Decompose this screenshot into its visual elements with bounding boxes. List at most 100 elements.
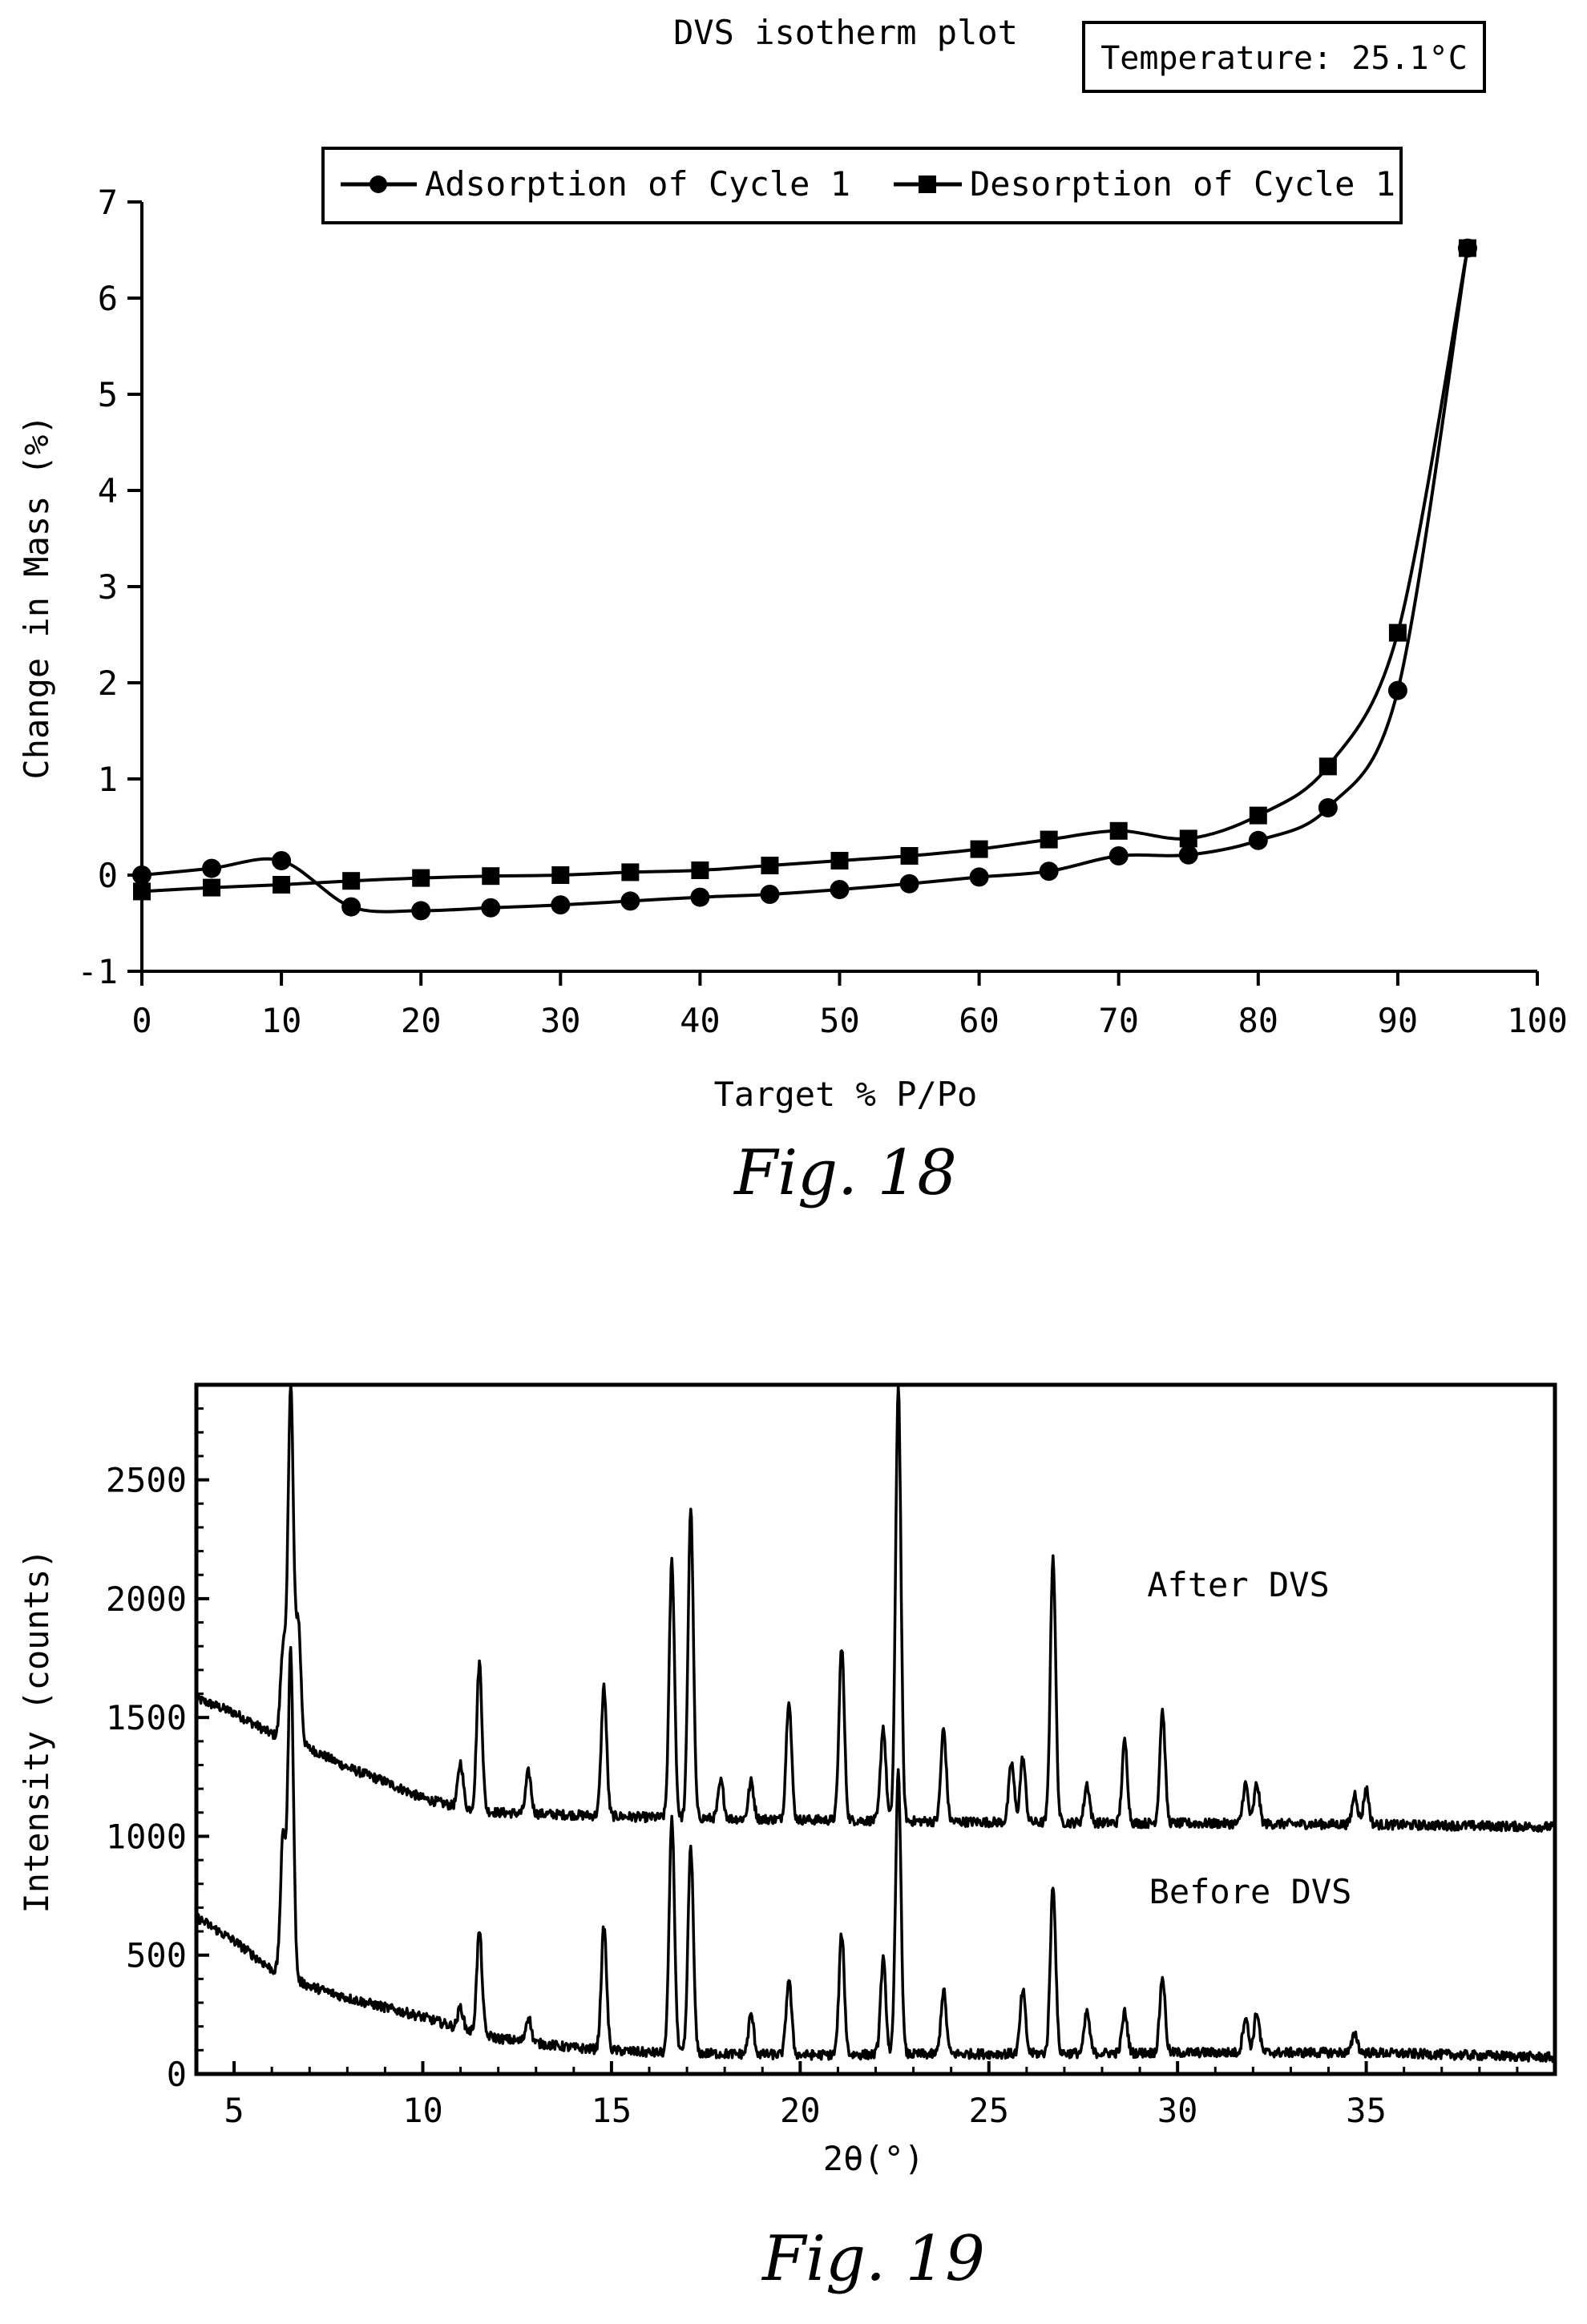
fig19-x-axis-label: 2θ(°): [823, 2139, 924, 2178]
adsorption-point: [620, 891, 640, 911]
fig18-title: DVS isotherm plot: [673, 13, 1018, 52]
fig18-x-tick-label: 90: [1378, 1001, 1419, 1040]
fig18-y-tick-label: 1: [98, 760, 118, 799]
fig18-y-tick-label: 3: [98, 567, 118, 607]
adsorption-point: [481, 898, 501, 918]
adsorption-point: [551, 895, 571, 915]
adsorption-point: [830, 880, 850, 899]
desorption-point: [1179, 829, 1197, 848]
adsorption-point: [1387, 680, 1407, 700]
fig19-x-tick-label: 15: [592, 2091, 632, 2130]
fig19-x-tick-label: 5: [224, 2091, 244, 2130]
temperature-label: Temperature: 25.1°C: [1100, 40, 1468, 77]
fig18-legend: [321, 147, 1403, 224]
adsorption-point: [1108, 846, 1129, 865]
fig19-y-tick-label: 1500: [106, 1698, 187, 1737]
fig19-y-tick-label: 2500: [106, 1461, 187, 1500]
fig19-x-tick-label: 20: [780, 2091, 821, 2130]
legend-adsorption: Adsorption of Cycle 1: [341, 164, 850, 204]
fig19-y-tick-label: 1000: [106, 1817, 187, 1856]
fig18-y-tick-label: 6: [98, 279, 118, 318]
desorption-point: [551, 866, 570, 884]
fig18-chart: DVS isotherm plot Temperature: 25.1°C Ad…: [17, 13, 1568, 1209]
desorption-point: [203, 878, 221, 897]
fig19-x-tick-label: 25: [968, 2091, 1009, 2130]
adsorption-point: [1318, 798, 1338, 817]
fig19-y-tick-label: 2000: [106, 1580, 187, 1619]
desorption-point: [133, 882, 151, 901]
fig18-x-tick-label: 70: [1098, 1001, 1139, 1040]
desorption-point: [970, 840, 988, 858]
adsorption-point: [341, 897, 361, 917]
fig18-x-tick-label: 60: [959, 1001, 999, 1040]
fig19-y-tick-label: 0: [167, 2055, 187, 2094]
fig18-y-axis-label: Change in Mass (%): [17, 414, 56, 779]
fig18-y-tick-label: 7: [98, 183, 118, 222]
legend-circle-marker: [369, 176, 387, 193]
legend-desorption: Desorption of Cycle 1: [894, 164, 1395, 204]
desorption-point: [900, 847, 919, 865]
fig18-y-tick-label: 5: [98, 375, 118, 414]
fig19-x-tick-label: 30: [1157, 2091, 1198, 2130]
fig18-x-tick-label: 30: [540, 1001, 581, 1040]
adsorption-point: [202, 858, 222, 878]
desorption-point: [342, 872, 361, 890]
adsorption-point: [899, 874, 919, 894]
fig19-y-axis-label: Intensity (counts): [17, 1548, 56, 1913]
adsorption-point: [411, 901, 431, 921]
fig19-axes: 5 10 15 20 25 30 35 0 500 1000 1500 2000 2500: [106, 1407, 1519, 2130]
fig19-y-tick-label: 500: [126, 1936, 187, 1975]
adsorption-point: [760, 885, 780, 904]
desorption-point: [482, 867, 500, 886]
fig18-y-tick-label: 4: [98, 471, 118, 510]
desorption-point: [830, 852, 849, 869]
adsorption-point: [1178, 845, 1198, 865]
fig19-plot-area: [195, 1383, 1556, 2064]
fig18-x-tick-label: 10: [261, 1001, 302, 1040]
desorption-point: [1318, 757, 1337, 776]
adsorption-point: [690, 887, 710, 907]
fig19-chart: 5 10 15 20 25 30 35 0 500 1000 1500 2000 2500 After …: [17, 1382, 1557, 2295]
fig18-x-axis-label: Target % P/Po: [714, 1075, 978, 1114]
desorption-point: [1388, 623, 1407, 642]
fig18-y-tick-label: -1: [77, 952, 118, 991]
fig19-x-tick-label: 35: [1346, 2091, 1387, 2130]
fig18-plot-area: [132, 238, 1477, 921]
fig18-axes: 0 10 20 30 40 50 60 70 80 90 100 -1 0 1 2 3 4 5 6 7: [77, 183, 1568, 1040]
desorption-point: [621, 863, 640, 882]
adsorption-line: [141, 248, 1469, 914]
desorption-point: [412, 869, 430, 887]
legend-square-marker: [919, 176, 936, 193]
before-dvs-pattern: [195, 1645, 1555, 2064]
desorption-point: [1458, 239, 1476, 257]
desorption-point: [1109, 821, 1128, 840]
desorption-point: [273, 876, 291, 894]
label-after-dvs: After DVS: [1147, 1565, 1330, 1604]
fig18-caption: Fig. 18: [733, 1137, 957, 1209]
fig18-x-tick-label: 0: [131, 1001, 151, 1040]
adsorption-point: [969, 867, 989, 887]
fig18-x-tick-label: 100: [1507, 1001, 1568, 1040]
legend-adsorption-label: Adsorption of Cycle 1: [425, 164, 850, 204]
adsorption-point: [1039, 861, 1059, 882]
fig18-x-tick-label: 40: [680, 1001, 721, 1040]
desorption-line: [141, 248, 1469, 894]
adsorption-point: [272, 851, 292, 870]
fig19-caption: Fig. 19: [761, 2223, 985, 2295]
temperature-box: [1082, 21, 1486, 93]
fig18-y-tick-label: 0: [98, 856, 118, 895]
fig18-x-tick-label: 80: [1238, 1001, 1279, 1040]
desorption-point: [1249, 806, 1267, 825]
label-before-dvs: Before DVS: [1149, 1872, 1352, 1911]
desorption-point: [761, 857, 779, 874]
fig18-x-tick-label: 20: [401, 1001, 442, 1040]
fig18-y-tick-label: 2: [98, 664, 118, 703]
desorption-point: [691, 861, 709, 879]
legend-desorption-label: Desorption of Cycle 1: [970, 164, 1395, 204]
adsorption-point: [132, 865, 151, 885]
after-dvs-pattern: [195, 1383, 1556, 1833]
fig19-plot-frame: [194, 1382, 1557, 2076]
fig19-x-tick-label: 10: [402, 2091, 443, 2130]
desorption-point: [1040, 830, 1058, 849]
